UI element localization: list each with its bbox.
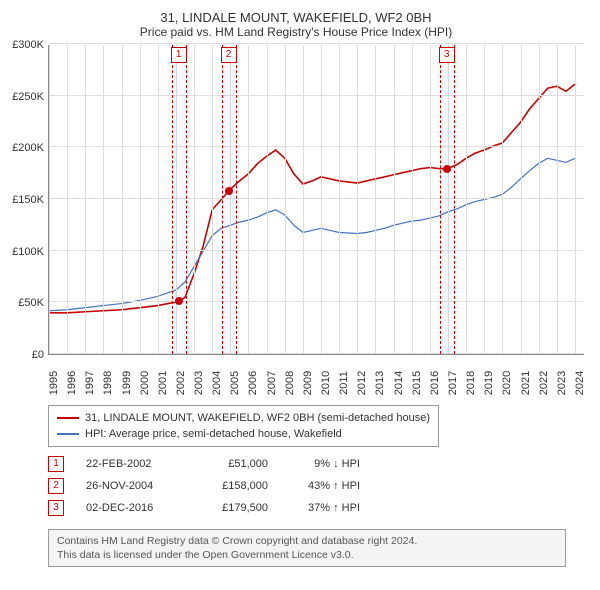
- tx-band: [440, 45, 456, 354]
- y-tick: £100K: [12, 246, 44, 258]
- price-vs-hpi-chart: { "title": "31, LINDALE MOUNT, WAKEFIELD…: [0, 0, 600, 575]
- tx-point: [443, 165, 451, 173]
- x-tick: 2015: [411, 371, 423, 395]
- x-tick: 2019: [483, 371, 495, 395]
- attribution-footer: Contains HM Land Registry data © Crown c…: [48, 529, 566, 567]
- tx-row: 3 02-DEC-2016 £179,500 37% ↑ HPI: [48, 497, 584, 519]
- x-axis: 1995199619971998199920002001200220032004…: [48, 357, 583, 391]
- tx-date: 02-DEC-2016: [86, 502, 176, 514]
- tx-band: [222, 45, 237, 354]
- tx-marker: 2: [221, 47, 237, 63]
- footer-line: This data is licensed under the Open Gov…: [57, 548, 557, 562]
- tx-row: 1 22-FEB-2002 £51,000 9% ↓ HPI: [48, 453, 584, 475]
- footer-line: Contains HM Land Registry data © Crown c…: [57, 534, 557, 548]
- tx-index: 1: [48, 456, 64, 472]
- chart-title: 31, LINDALE MOUNT, WAKEFIELD, WF2 0BH: [8, 10, 584, 25]
- y-tick: £250K: [12, 91, 44, 103]
- tx-marker: 1: [171, 47, 187, 63]
- x-tick: 2020: [501, 371, 513, 395]
- y-tick: £50K: [18, 297, 44, 309]
- x-tick: 2003: [193, 371, 205, 395]
- tx-date: 26-NOV-2004: [86, 480, 176, 492]
- x-tick: 1997: [84, 371, 96, 395]
- chart-subtitle: Price paid vs. HM Land Registry's House …: [8, 25, 584, 39]
- y-tick: £200K: [12, 142, 44, 154]
- x-tick: 2009: [302, 371, 314, 395]
- x-tick: 2004: [211, 371, 223, 395]
- x-tick: 2017: [447, 371, 459, 395]
- x-tick: 2011: [338, 371, 350, 395]
- x-tick: 2021: [520, 371, 532, 395]
- transactions: 1 22-FEB-2002 £51,000 9% ↓ HPI 2 26-NOV-2004 £…: [48, 453, 584, 519]
- legend-swatch: [57, 433, 79, 435]
- x-tick: 2005: [229, 371, 241, 395]
- y-tick: £300K: [12, 39, 44, 51]
- x-tick: 2018: [465, 371, 477, 395]
- x-tick: 2013: [374, 371, 386, 395]
- x-tick: 1996: [66, 371, 78, 395]
- tx-index: 2: [48, 478, 64, 494]
- x-tick: 2008: [284, 371, 296, 395]
- y-axis: £0£50K£100K£150K£200K£250K£300K: [8, 45, 48, 355]
- tx-diff: 9% ↓ HPI: [290, 458, 360, 470]
- x-tick: 2007: [266, 371, 278, 395]
- legend-item-property: 31, LINDALE MOUNT, WAKEFIELD, WF2 0BH (s…: [57, 410, 430, 426]
- tx-marker: 3: [439, 47, 455, 63]
- plot-area: 1 2 3: [48, 45, 584, 355]
- legend-label: HPI: Average price, semi-detached house,…: [85, 426, 342, 442]
- x-tick: 1995: [48, 371, 60, 395]
- y-tick: £150K: [12, 194, 44, 206]
- y-tick: £0: [32, 349, 44, 361]
- series-svg: [49, 45, 584, 354]
- legend-swatch: [57, 417, 79, 419]
- tx-row: 2 26-NOV-2004 £158,000 43% ↑ HPI: [48, 475, 584, 497]
- tx-diff: 37% ↑ HPI: [290, 502, 360, 514]
- x-tick: 2022: [538, 371, 550, 395]
- x-tick: 1999: [121, 371, 133, 395]
- x-tick: 2016: [429, 371, 441, 395]
- x-tick: 2014: [393, 371, 405, 395]
- x-tick: 2024: [574, 371, 586, 395]
- tx-band: [172, 45, 187, 354]
- x-tick: 2012: [356, 371, 368, 395]
- x-tick: 1998: [102, 371, 114, 395]
- tx-price: £158,000: [198, 480, 268, 492]
- tx-index: 3: [48, 500, 64, 516]
- tx-price: £51,000: [198, 458, 268, 470]
- legend: 31, LINDALE MOUNT, WAKEFIELD, WF2 0BH (s…: [48, 405, 439, 447]
- tx-diff: 43% ↑ HPI: [290, 480, 360, 492]
- x-tick: 2002: [175, 371, 187, 395]
- x-tick: 2006: [247, 371, 259, 395]
- x-tick: 2000: [139, 371, 151, 395]
- tx-date: 22-FEB-2002: [86, 458, 176, 470]
- tx-price: £179,500: [198, 502, 268, 514]
- tx-point: [225, 187, 233, 195]
- x-tick: 2023: [556, 371, 568, 395]
- legend-item-hpi: HPI: Average price, semi-detached house,…: [57, 426, 430, 442]
- tx-point: [175, 297, 183, 305]
- legend-label: 31, LINDALE MOUNT, WAKEFIELD, WF2 0BH (s…: [85, 410, 430, 426]
- x-tick: 2010: [320, 371, 332, 395]
- x-tick: 2001: [157, 371, 169, 395]
